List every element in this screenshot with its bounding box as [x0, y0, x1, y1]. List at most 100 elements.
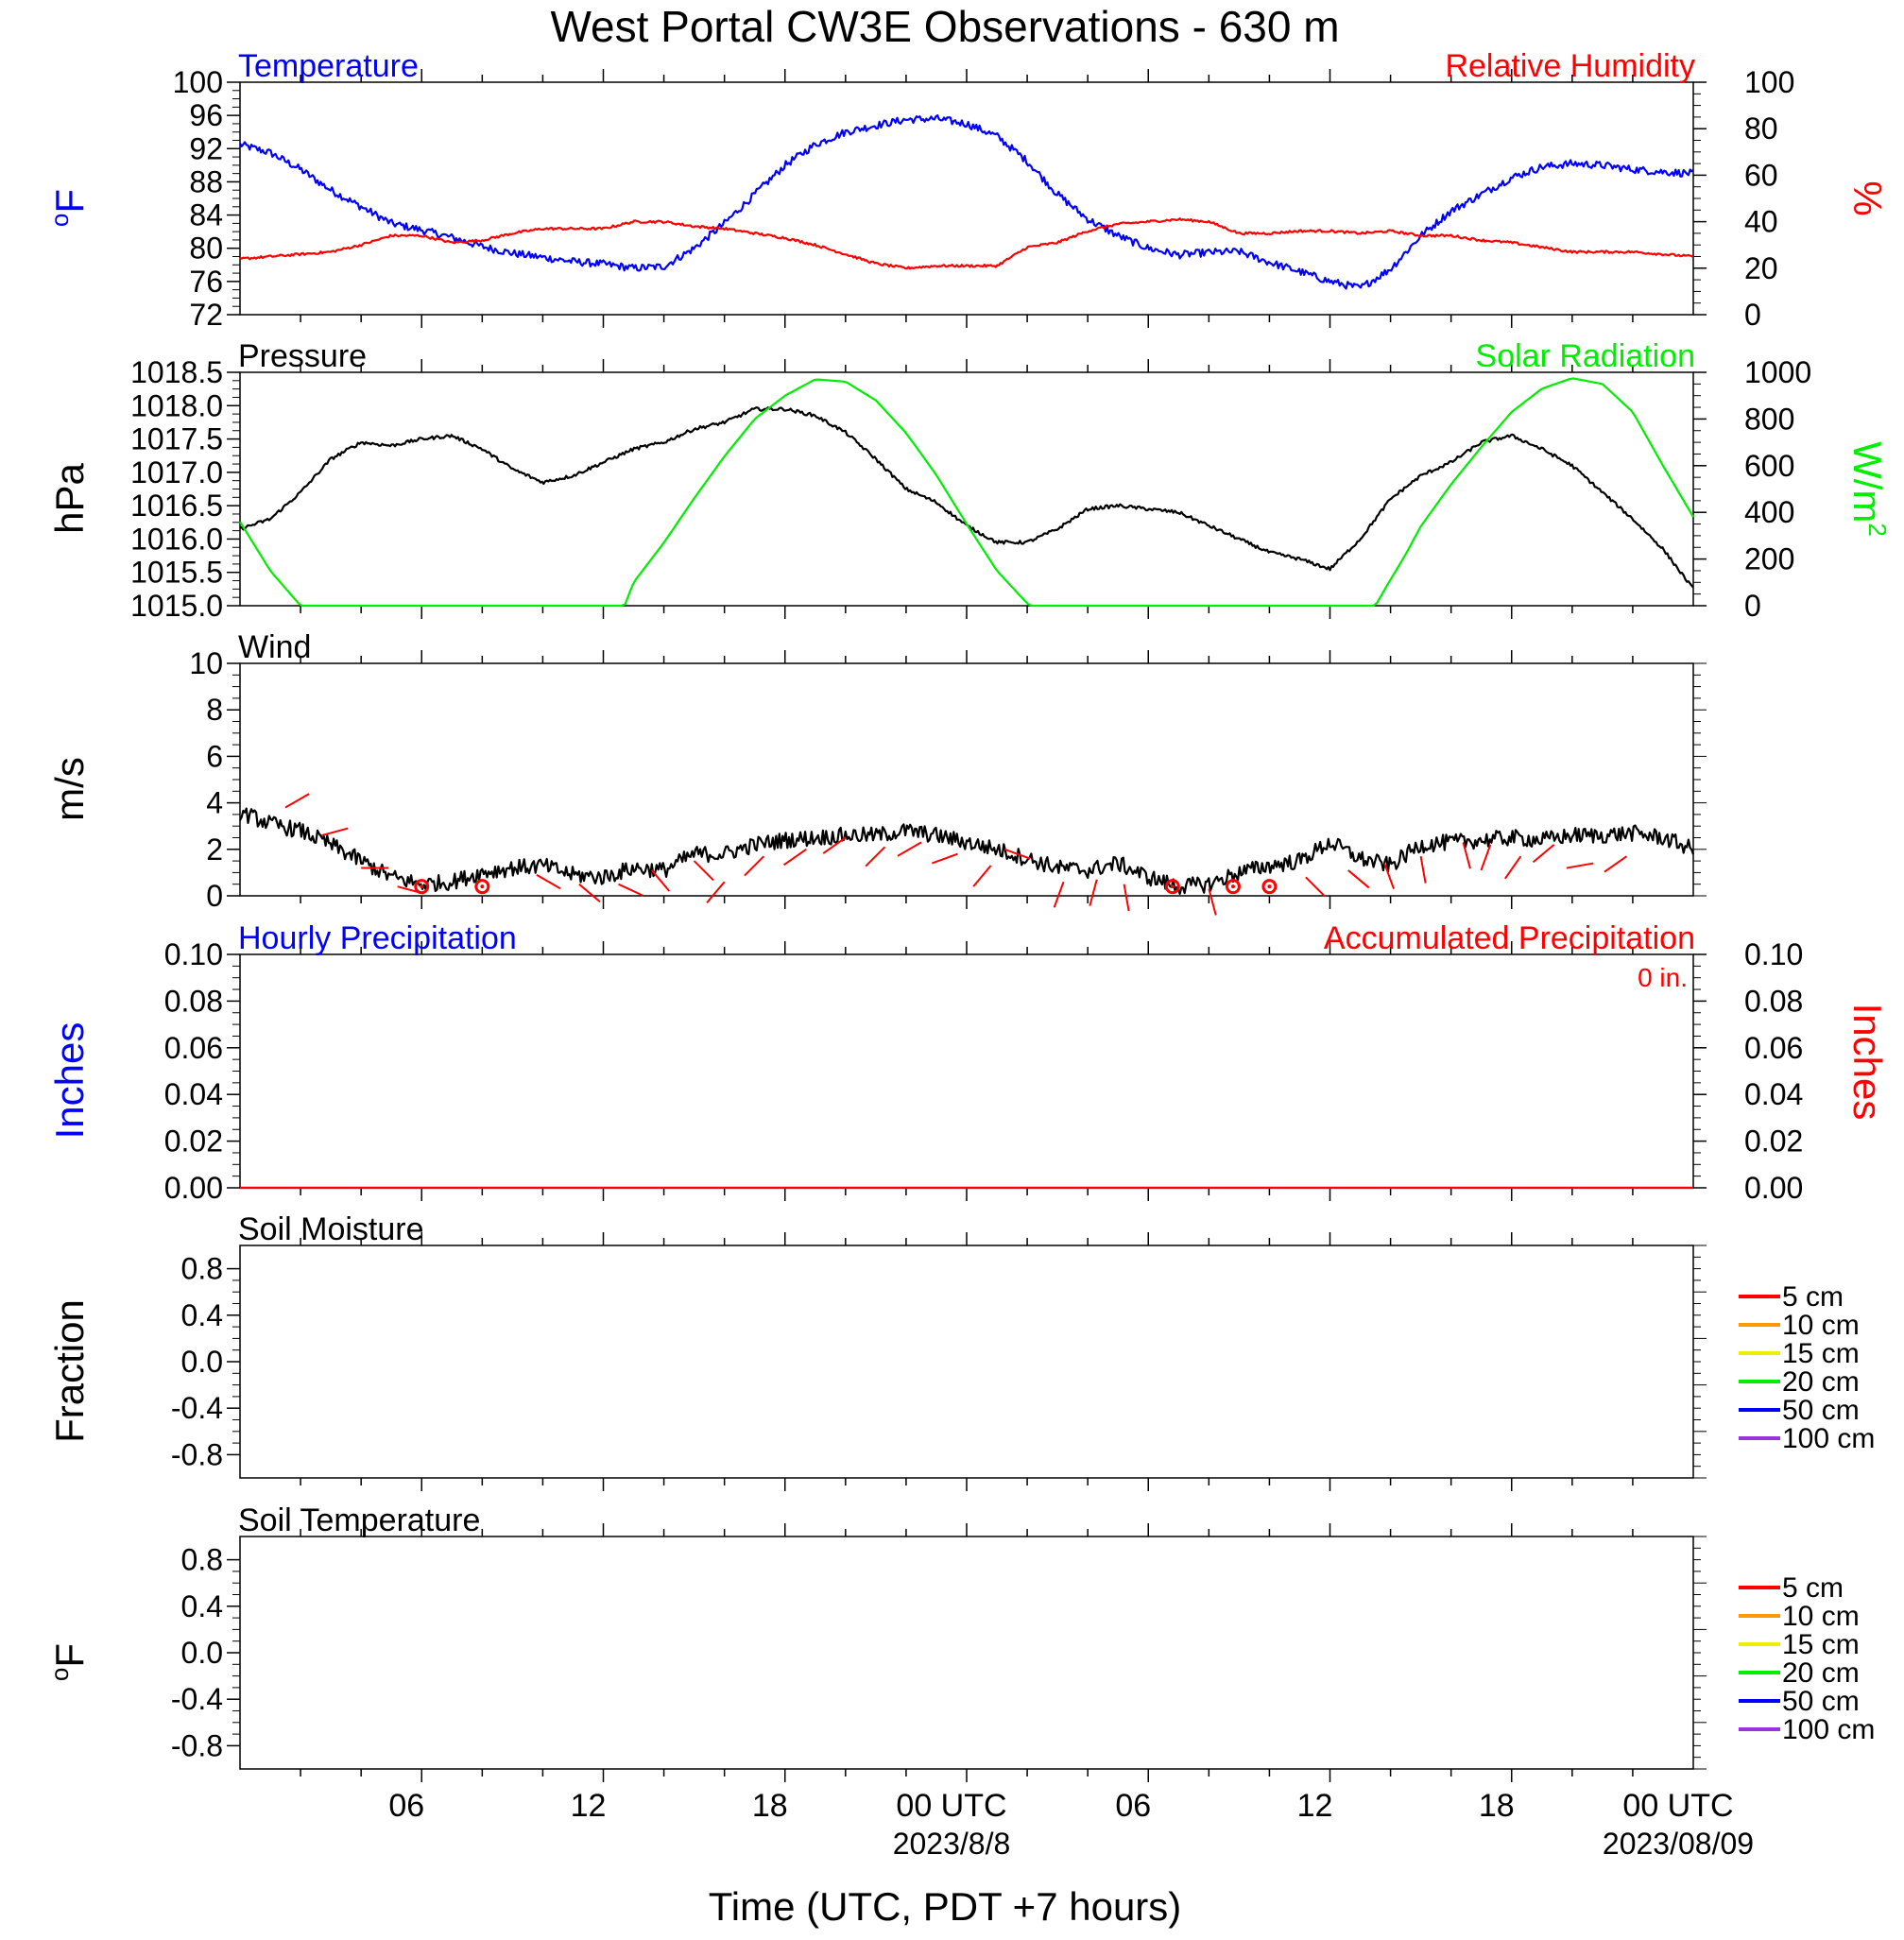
y-tick-label-left: -0.4 [171, 1391, 223, 1425]
wind-calm-marker [1225, 879, 1241, 895]
y-tick-label-left: 72 [189, 298, 223, 332]
y-tick-label-right: 60 [1744, 158, 1778, 192]
y-tick-label-left: 1016.5 [130, 489, 223, 523]
legend-label: 10 cm [1782, 1310, 1860, 1341]
y-tick-label-left: 0.02 [164, 1125, 223, 1159]
wind-barb [618, 883, 644, 897]
y-axis-label-right-text: % [1845, 180, 1890, 215]
wind-calm-dot [1267, 884, 1272, 889]
y-tick-label-left: 0.4 [181, 1589, 223, 1623]
y-tick-label-right: 0.08 [1744, 984, 1803, 1018]
y-tick-label-left: 1016.0 [130, 522, 223, 556]
x-tick-label: 00 UTC [896, 1788, 1006, 1824]
wind-barb [706, 881, 726, 903]
series-relative-humidity-line [239, 217, 1694, 270]
panel-title-left: Soil Moisture [238, 1211, 424, 1247]
wind-barb [897, 841, 922, 857]
y-axis-label-left-text: hPa [47, 462, 92, 533]
panel-title-left: Hourly Precipitation [238, 920, 517, 956]
wind-calm-dot [420, 884, 424, 889]
y-tick-label-left: 100 [173, 65, 223, 99]
legend-label: 15 cm [1782, 1629, 1860, 1660]
wind-barb [1089, 879, 1098, 906]
y-axis-label-right-text: Inches [1845, 1004, 1890, 1121]
panel-title-left: Temperature [238, 48, 419, 84]
y-tick-label-left: 1018.5 [130, 355, 223, 389]
x-tick-label: 06 [388, 1788, 424, 1824]
panel-soil_moisture: -0.8 -0.4 0.0 0.4 0.8 Soil Moisture Fraction 5 … [47, 1211, 1875, 1491]
wind-barb [783, 848, 807, 867]
y-tick-label-left: 0 [206, 879, 223, 913]
wind-barb [651, 869, 671, 892]
wind-calm-dot [1230, 884, 1235, 889]
y-tick-label-left: -0.8 [171, 1437, 223, 1471]
y-tick-label-right: 20 [1744, 251, 1778, 285]
y-tick-label-left: 1017.0 [130, 455, 223, 489]
panel-wind: 0 2 4 6 8 10 Wind m/s [47, 629, 1707, 916]
y-tick-label-left: 96 [189, 98, 223, 132]
y-tick-label-left: 8 [206, 693, 223, 727]
wind-barb [865, 846, 886, 867]
wind-barb [1305, 876, 1326, 898]
wind-calm-marker [414, 879, 430, 895]
y-tick-label-left: 4 [206, 786, 223, 820]
x-tick-label: 12 [571, 1788, 607, 1824]
wind-barb [1504, 855, 1522, 880]
y-axis-label-left-text: Fraction [47, 1299, 92, 1443]
wind-calm-marker [1261, 879, 1278, 895]
wind-barb [1003, 848, 1031, 860]
y-tick-label-right: 0.02 [1744, 1125, 1803, 1159]
wind-barb [693, 860, 714, 882]
y-axis-label-left: Fraction [47, 1299, 92, 1443]
legend-label: 50 cm [1782, 1686, 1860, 1717]
y-axis-label-right-text: W/m2 [1845, 441, 1892, 537]
y-tick-label-left: 1015.0 [130, 589, 223, 623]
y-tick-label-right: 0.04 [1744, 1077, 1803, 1111]
y-tick-label-right: 200 [1744, 542, 1794, 576]
y-axis-label-right: W/m2 [1845, 441, 1892, 537]
y-axis-label-left: m/s [47, 757, 92, 821]
y-tick-label-left: 2 [206, 833, 223, 867]
x-tick-label: 18 [1479, 1788, 1515, 1824]
y-tick-label-right: 0 [1744, 298, 1761, 332]
wind-barb [1347, 869, 1370, 889]
y-tick-label-right: 0 [1744, 589, 1761, 623]
y-tick-label-left: 88 [189, 164, 223, 198]
legend-label: 5 cm [1782, 1572, 1844, 1604]
y-tick-label-left: 0.08 [164, 984, 223, 1018]
legend-label: 100 cm [1782, 1423, 1875, 1454]
y-axis-label-left-text: Inches [47, 1022, 92, 1140]
wind-barb [1053, 881, 1065, 908]
wind-barb [1566, 862, 1594, 869]
legend-label: 100 cm [1782, 1714, 1875, 1745]
wind-barb [1419, 856, 1427, 884]
y-tick-label-right: 100 [1744, 65, 1794, 99]
y-tick-label-right: 80 [1744, 112, 1778, 146]
wind-barb [1462, 842, 1471, 869]
y-tick-label-left: 0.0 [181, 1345, 223, 1379]
legend-label: 5 cm [1782, 1281, 1844, 1313]
panel-title-right: Accumulated Precipitation [1324, 920, 1695, 956]
y-tick-label-right: 1000 [1744, 355, 1811, 389]
y-tick-label-left: 84 [189, 198, 223, 232]
wind-barb [1532, 844, 1555, 864]
y-tick-label-left: 0.0 [181, 1636, 223, 1670]
y-tick-label-right: 400 [1744, 495, 1794, 529]
y-tick-label-left: 0.00 [164, 1171, 223, 1205]
x-tick-label: 06 [1115, 1788, 1151, 1824]
y-tick-label-left: 76 [189, 265, 223, 299]
wind-calm-dot [480, 884, 485, 889]
y-tick-label-left: 1017.5 [130, 422, 223, 456]
legend-label: 50 cm [1782, 1395, 1860, 1426]
legend-label: 20 cm [1782, 1366, 1860, 1398]
y-tick-label-right: 0.00 [1744, 1171, 1803, 1205]
x-tick-label: 18 [752, 1788, 788, 1824]
wind-barb [578, 883, 601, 902]
wind-barb [744, 855, 765, 877]
chart-title: West Portal CW3E Observations - 630 m [550, 2, 1339, 51]
panel-title-left: Soil Temperature [238, 1502, 480, 1538]
